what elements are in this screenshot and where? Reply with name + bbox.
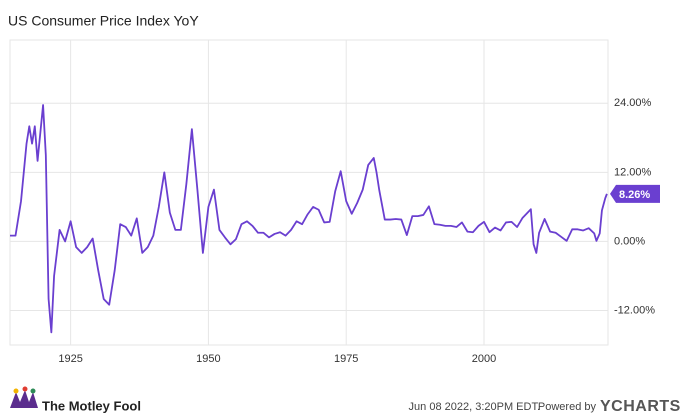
y-tick-label: -12.00% — [614, 304, 655, 316]
x-tick-label: 1975 — [334, 353, 358, 365]
brand: The Motley Fool — [42, 398, 141, 413]
x-tick-label: 1950 — [196, 353, 220, 365]
logo-hat — [10, 390, 38, 408]
timestamp: Jun 08 2022, 3:20PM EDT. — [409, 401, 540, 413]
logo-bell — [13, 388, 19, 394]
footer-logo — [10, 386, 38, 408]
provider: YCHARTS — [600, 398, 681, 415]
x-tick-label: 2000 — [472, 353, 496, 365]
chart-title: US Consumer Price Index YoY — [8, 13, 199, 29]
value-label: 8.26% — [619, 189, 650, 201]
y-tick-label: 24.00% — [614, 97, 652, 109]
plot-frame — [9, 39, 609, 346]
line — [10, 104, 608, 334]
value-badge — [610, 184, 660, 203]
x-tick-label: 1925 — [58, 353, 82, 365]
logo-bell — [22, 386, 28, 392]
y-tick-label: 0.00% — [614, 235, 645, 247]
powered-by: Powered by — [538, 401, 597, 413]
y-tick-label: 12.00% — [614, 166, 652, 178]
logo-bell — [30, 388, 36, 394]
